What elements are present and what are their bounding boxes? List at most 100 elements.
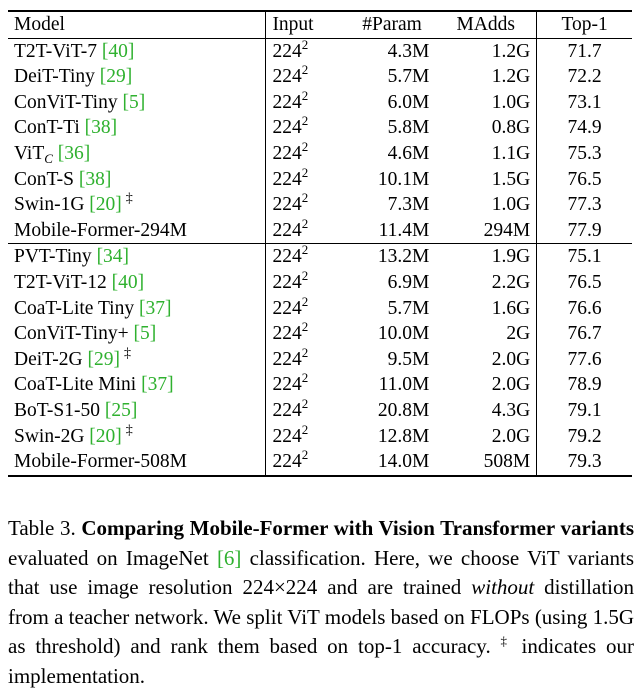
- caption-citation[interactable]: [6]: [216, 545, 242, 570]
- cell-input: 2242: [265, 36, 349, 65]
- cell-madds: 1.0G: [491, 194, 531, 216]
- header-top1: Top-1: [536, 9, 632, 39]
- input-resolution: 224: [272, 399, 302, 421]
- caption-title: Comparing Mobile-Former with Vision Tran…: [81, 516, 634, 540]
- model-citation[interactable]: [34]: [96, 246, 130, 268]
- cell-model: T2T-ViT-12 [40]: [8, 270, 266, 296]
- model-citation[interactable]: [20]: [89, 425, 122, 447]
- model-citation[interactable]: [29]: [87, 348, 120, 370]
- caption-italic: without: [471, 575, 535, 599]
- input-resolution: 224: [272, 142, 302, 164]
- cell-top1: 77.6: [536, 346, 632, 373]
- input-exponent: 2: [301, 421, 309, 437]
- cell-input: 2242: [265, 62, 349, 90]
- table-row: ConViT-Tiny [5] 2242 6.0M 1.0G 73.1: [8, 87, 632, 116]
- model-citation[interactable]: [5]: [122, 91, 146, 113]
- cell-model: ConT-Ti [38]: [8, 115, 266, 141]
- model-citation[interactable]: [40]: [101, 40, 135, 62]
- input-resolution: 224: [272, 297, 302, 319]
- model-citation[interactable]: [36]: [57, 142, 91, 164]
- model-subscript: C: [44, 150, 53, 166]
- cell-param: 14.0M: [348, 449, 436, 477]
- input-exponent: 2: [301, 138, 309, 154]
- cell-madds: 2.0G: [491, 348, 531, 370]
- input-resolution: 224: [272, 374, 302, 396]
- cell-madds: 1.0G: [491, 91, 531, 113]
- cell-param: 6.0M: [387, 91, 430, 113]
- cell-model: BoT-S1-50 [25]: [8, 398, 266, 424]
- comparison-table: Model Input #Param MAdds Top-1 T2T-ViT-7…: [8, 9, 632, 477]
- input-resolution: 224: [272, 323, 302, 345]
- input-resolution: 224: [272, 168, 302, 190]
- table-row: PVT-Tiny [34] 2242 13.2M 1.9G 75.1: [8, 243, 632, 270]
- table-row: ConT-Ti [38] 2242 5.8M 0.8G 74.9: [8, 113, 632, 141]
- cell-top1: 75.3: [536, 140, 632, 167]
- table-group-high-flops: PVT-Tiny [34] 2242 13.2M 1.9G 75.1 T2T-ViT-12…: [8, 243, 632, 477]
- input-resolution: 224: [272, 40, 302, 62]
- caption-dagger: ‡: [500, 633, 512, 648]
- cell-param: 4.6M: [387, 142, 430, 164]
- input-resolution: 224: [272, 219, 302, 241]
- cell-model: CoaT-Lite Tiny [37]: [8, 296, 266, 322]
- cell-top1: 77.3: [536, 192, 632, 218]
- cell-madds: 508M: [435, 449, 537, 477]
- cell-top1: 78.9: [536, 372, 632, 398]
- table-row: DeiT-2G [29] ‡ 2242 9.5M 2.0G 77.6: [8, 344, 632, 373]
- caption-text-3: distillation from a teacher network. We …: [8, 575, 635, 658]
- input-exponent: 2: [301, 113, 309, 129]
- cell-top1: 71.7: [536, 38, 632, 65]
- input-exponent: 2: [301, 62, 309, 78]
- header-param: #Param: [348, 9, 436, 39]
- model-citation[interactable]: [29]: [99, 66, 133, 88]
- cell-top1: 76.6: [536, 295, 632, 322]
- model-citation[interactable]: [25]: [104, 399, 138, 421]
- model-name: ConViT-Tiny: [14, 91, 123, 113]
- model-name: Mobile-Former-508M: [14, 451, 187, 473]
- model-citation[interactable]: [38]: [78, 168, 112, 190]
- cell-input: 2242: [265, 267, 349, 296]
- table-group-low-flops: T2T-ViT-7 [40] 2242 4.3M 1.2G 71.7 DeiT-Tiny …: [8, 36, 632, 245]
- input-exponent: 2: [301, 293, 309, 309]
- cell-model: ConViT-Tiny+ [5]: [8, 321, 266, 347]
- cell-top1: 72.2: [536, 64, 632, 90]
- input-exponent: 2: [301, 215, 309, 231]
- input-resolution: 224: [272, 117, 302, 139]
- model-name: Swin-2G: [14, 425, 90, 447]
- caption-text-1: evaluated on ImageNet: [8, 545, 217, 570]
- cell-madds: 2.0G: [491, 425, 531, 447]
- cell-param: 4.3M: [387, 40, 430, 62]
- model-citation[interactable]: [37]: [141, 374, 174, 396]
- table-row: CoaT-Lite Tiny [37] 2242 5.7M 1.6G 76.6: [8, 293, 632, 322]
- cell-param: 11.4M: [348, 217, 436, 245]
- input-exponent: 2: [301, 267, 309, 283]
- input-exponent: 2: [301, 36, 309, 52]
- model-citation[interactable]: [37]: [138, 297, 172, 319]
- cell-model: ViTC [36]: [8, 141, 266, 167]
- caption-text-4: indicates our implementation.: [8, 634, 634, 688]
- cell-model: Mobile-Former-508M: [8, 449, 266, 477]
- cell-madds: 4.3G: [491, 399, 531, 421]
- cell-param: 5.7M: [387, 66, 430, 88]
- cell-input: 2242: [265, 215, 349, 245]
- cell-madds: 1.2G: [491, 40, 531, 62]
- input-resolution: 224: [272, 348, 302, 370]
- cell-top1: 75.1: [536, 243, 632, 270]
- input-resolution: 224: [272, 425, 302, 447]
- input-exponent: 2: [301, 87, 309, 103]
- cell-input: 2242: [265, 293, 349, 322]
- cell-madds: 1.1G: [491, 142, 531, 164]
- model-name: DeiT-Tiny: [14, 66, 100, 88]
- model-citation[interactable]: [38]: [84, 117, 118, 139]
- cell-param: 11.0M: [378, 374, 430, 396]
- cell-madds: 294M: [435, 217, 537, 245]
- cell-model: CoaT-Lite Mini [37]: [8, 372, 266, 398]
- model-citation[interactable]: [20]: [89, 194, 122, 216]
- caption-text-2: classification. Here, we choose ViT vari…: [8, 545, 634, 600]
- model-citation[interactable]: [5]: [133, 323, 157, 345]
- model-name: ConT-Ti: [14, 117, 85, 139]
- input-exponent: 2: [301, 344, 309, 360]
- input-exponent: 2: [301, 190, 309, 206]
- model-citation[interactable]: [40]: [111, 271, 145, 293]
- cell-madds: 2.2G: [491, 271, 531, 293]
- table-row: ConT-S [38] 2242 10.1M 1.5G 76.5: [8, 166, 632, 193]
